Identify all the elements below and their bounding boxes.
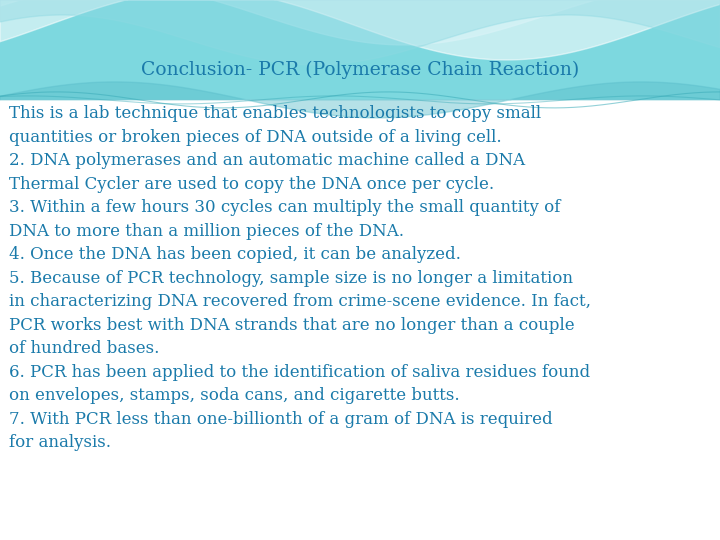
Bar [0,0,720,100]
Bar [0,100,720,540]
Text: Conclusion- PCR (Polymerase Chain Reaction): Conclusion- PCR (Polymerase Chain Reacti… [141,61,579,79]
Text: This is a lab technique that enables technologists to copy small
quantities or b: This is a lab technique that enables tec… [9,105,591,451]
